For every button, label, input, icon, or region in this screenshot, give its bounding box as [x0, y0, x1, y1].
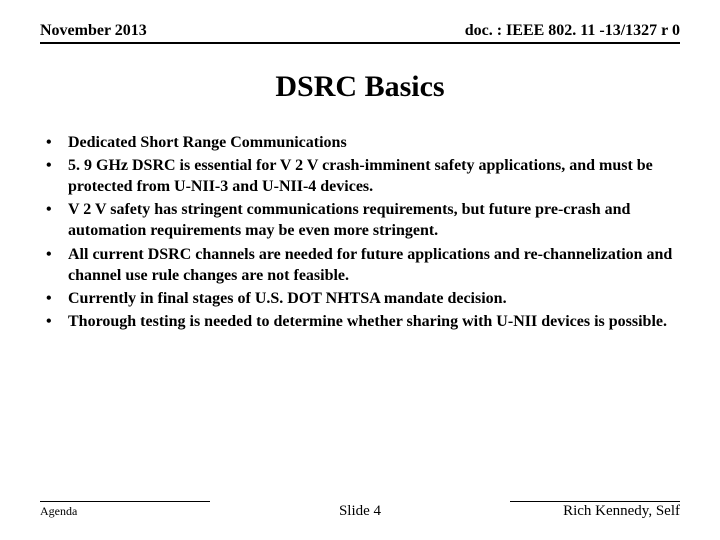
list-item: • All current DSRC channels are needed f… [40, 244, 680, 286]
slide: November 2013 doc. : IEEE 802. 11 -13/13… [0, 0, 720, 540]
list-item: • 5. 9 GHz DSRC is essential for V 2 V c… [40, 155, 680, 197]
bullet-text: Thorough testing is needed to determine … [68, 311, 680, 332]
footer-left-rule: Agenda [40, 501, 210, 520]
bullet-icon: • [40, 155, 68, 197]
bullet-icon: • [40, 132, 68, 153]
bullet-icon: • [40, 199, 68, 241]
footer-left: Agenda [40, 504, 77, 518]
bullet-text: Currently in final stages of U.S. DOT NH… [68, 288, 680, 309]
header-date: November 2013 [40, 22, 147, 40]
bullet-text: 5. 9 GHz DSRC is essential for V 2 V cra… [68, 155, 680, 197]
footer: Agenda Slide 4 Rich Kennedy, Self [40, 501, 680, 520]
bullet-text: V 2 V safety has stringent communication… [68, 199, 680, 241]
footer-right: Rich Kennedy, Self [563, 503, 680, 519]
footer-center: Slide 4 [210, 503, 510, 520]
list-item: • Thorough testing is needed to determin… [40, 311, 680, 332]
bullet-list: • Dedicated Short Range Communications •… [40, 132, 680, 334]
slide-title: DSRC Basics [40, 70, 680, 104]
footer-right-rule: Rich Kennedy, Self [510, 501, 680, 520]
list-item: • V 2 V safety has stringent communicati… [40, 199, 680, 241]
bullet-text: Dedicated Short Range Communications [68, 132, 680, 153]
bullet-icon: • [40, 311, 68, 332]
bullet-text: All current DSRC channels are needed for… [68, 244, 680, 286]
bullet-icon: • [40, 288, 68, 309]
header-doc: doc. : IEEE 802. 11 -13/1327 r 0 [465, 22, 680, 40]
list-item: • Dedicated Short Range Communications [40, 132, 680, 153]
list-item: • Currently in final stages of U.S. DOT … [40, 288, 680, 309]
bullet-icon: • [40, 244, 68, 286]
header: November 2013 doc. : IEEE 802. 11 -13/13… [40, 22, 680, 44]
